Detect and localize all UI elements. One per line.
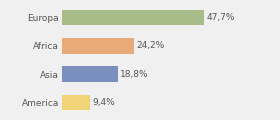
Text: 47,7%: 47,7% — [206, 13, 235, 22]
Bar — [62, 10, 204, 25]
Bar — [62, 95, 90, 110]
Bar — [62, 38, 134, 54]
Bar — [62, 66, 118, 82]
Text: 24,2%: 24,2% — [136, 41, 164, 50]
Text: 9,4%: 9,4% — [92, 98, 115, 107]
Text: 18,8%: 18,8% — [120, 70, 149, 79]
